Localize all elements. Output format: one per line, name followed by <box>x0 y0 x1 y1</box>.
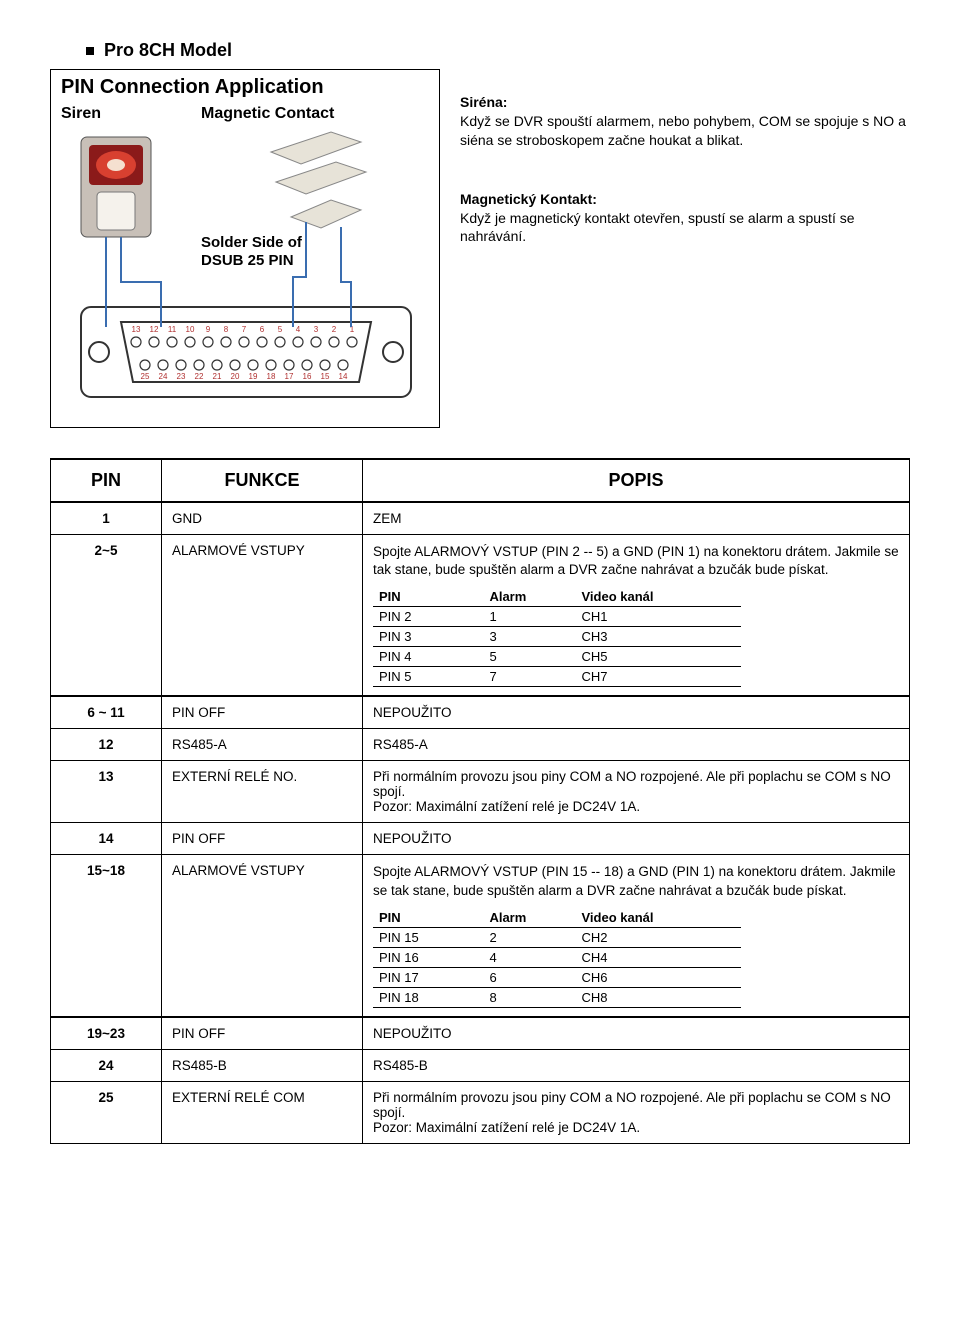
solder-label-1: Solder Side of <box>201 234 303 251</box>
cell: RS485-B <box>162 1049 363 1081</box>
cell: 2~5 <box>51 535 162 697</box>
bullet-icon <box>86 47 94 55</box>
description-column: Siréna: Když se DVR spouští alarmem, neb… <box>460 69 910 286</box>
svg-text:20: 20 <box>231 372 240 381</box>
cell: GND <box>162 502 363 535</box>
svg-text:7: 7 <box>242 325 247 334</box>
cell: ZEM <box>363 502 910 535</box>
svg-text:12: 12 <box>150 325 159 334</box>
svg-text:16: 16 <box>303 372 312 381</box>
cell: 15~18 <box>51 855 162 1017</box>
svg-text:25: 25 <box>141 372 150 381</box>
cell: ALARMOVÉ VSTUPY <box>162 535 363 697</box>
svg-text:10: 10 <box>186 325 195 334</box>
connection-diagram: PIN Connection Application Siren Magneti… <box>50 69 440 428</box>
svg-text:9: 9 <box>206 325 211 334</box>
cell: NEPOUŽITO <box>363 1017 910 1050</box>
pin-table: PIN FUNKCE POPIS 1GNDZEM2~5ALARMOVÉ VSTU… <box>50 458 910 1144</box>
svg-text:17: 17 <box>285 372 294 381</box>
cell: Při normálním provozu jsou piny COM a NO… <box>363 1081 910 1143</box>
cell: 19~23 <box>51 1017 162 1050</box>
th-popis: POPIS <box>363 459 910 502</box>
cell: Spojte ALARMOVÝ VSTUP (PIN 15 -- 18) a G… <box>363 855 910 1017</box>
diagram-svg: Solder Side of DSUB 25 PIN 13 12 11 10 9 8 7 6 5… <box>51 127 439 427</box>
solder-label-2: DSUB 25 PIN <box>201 252 294 269</box>
cell: 1 <box>51 502 162 535</box>
magkontakt-body: Když je magnetický kontakt otevřen, spus… <box>460 209 910 247</box>
diagram-labels: Siren Magnetic Contact <box>51 101 439 127</box>
cell: EXTERNÍ RELÉ NO. <box>162 761 363 823</box>
svg-text:24: 24 <box>159 372 168 381</box>
cell: 6 ~ 11 <box>51 696 162 729</box>
svg-text:13: 13 <box>132 325 141 334</box>
label-siren: Siren <box>61 105 201 123</box>
cell: RS485-A <box>363 729 910 761</box>
cell: PIN OFF <box>162 823 363 855</box>
cell: 14 <box>51 823 162 855</box>
svg-text:2: 2 <box>332 325 337 334</box>
svg-text:6: 6 <box>260 325 265 334</box>
svg-text:22: 22 <box>195 372 204 381</box>
svg-text:4: 4 <box>296 325 301 334</box>
svg-text:21: 21 <box>213 372 222 381</box>
svg-text:11: 11 <box>168 325 177 334</box>
top-row: PIN Connection Application Siren Magneti… <box>50 69 910 428</box>
diagram-header: PIN Connection Application <box>51 70 439 101</box>
svg-text:3: 3 <box>314 325 319 334</box>
cell: 12 <box>51 729 162 761</box>
cell: Při normálním provozu jsou piny COM a NO… <box>363 761 910 823</box>
cell: RS485-B <box>363 1049 910 1081</box>
cell: 13 <box>51 761 162 823</box>
page-title: Pro 8CH Model <box>104 40 232 61</box>
cell: PIN OFF <box>162 696 363 729</box>
label-contact: Magnetic Contact <box>201 105 334 123</box>
magkontakt-block: Magnetický Kontakt: Když je magnetický k… <box>460 190 910 247</box>
cell: RS485-A <box>162 729 363 761</box>
cell: EXTERNÍ RELÉ COM <box>162 1081 363 1143</box>
sirena-body: Když se DVR spouští alarmem, nebo pohybe… <box>460 112 910 150</box>
cell: ALARMOVÉ VSTUPY <box>162 855 363 1017</box>
svg-text:23: 23 <box>177 372 186 381</box>
svg-text:19: 19 <box>249 372 258 381</box>
svg-text:18: 18 <box>267 372 276 381</box>
page-title-row: Pro 8CH Model <box>50 40 910 61</box>
sirena-head: Siréna: <box>460 93 910 112</box>
svg-text:5: 5 <box>278 325 283 334</box>
svg-text:15: 15 <box>321 372 330 381</box>
th-pin: PIN <box>51 459 162 502</box>
cell: Spojte ALARMOVÝ VSTUP (PIN 2 -- 5) a GND… <box>363 535 910 697</box>
svg-text:8: 8 <box>224 325 229 334</box>
cell: 24 <box>51 1049 162 1081</box>
cell: NEPOUŽITO <box>363 696 910 729</box>
svg-text:14: 14 <box>339 372 348 381</box>
cell: PIN OFF <box>162 1017 363 1050</box>
magkontakt-head: Magnetický Kontakt: <box>460 190 910 209</box>
cell: NEPOUŽITO <box>363 823 910 855</box>
cell: 25 <box>51 1081 162 1143</box>
th-func: FUNKCE <box>162 459 363 502</box>
sirena-block: Siréna: Když se DVR spouští alarmem, neb… <box>460 93 910 150</box>
